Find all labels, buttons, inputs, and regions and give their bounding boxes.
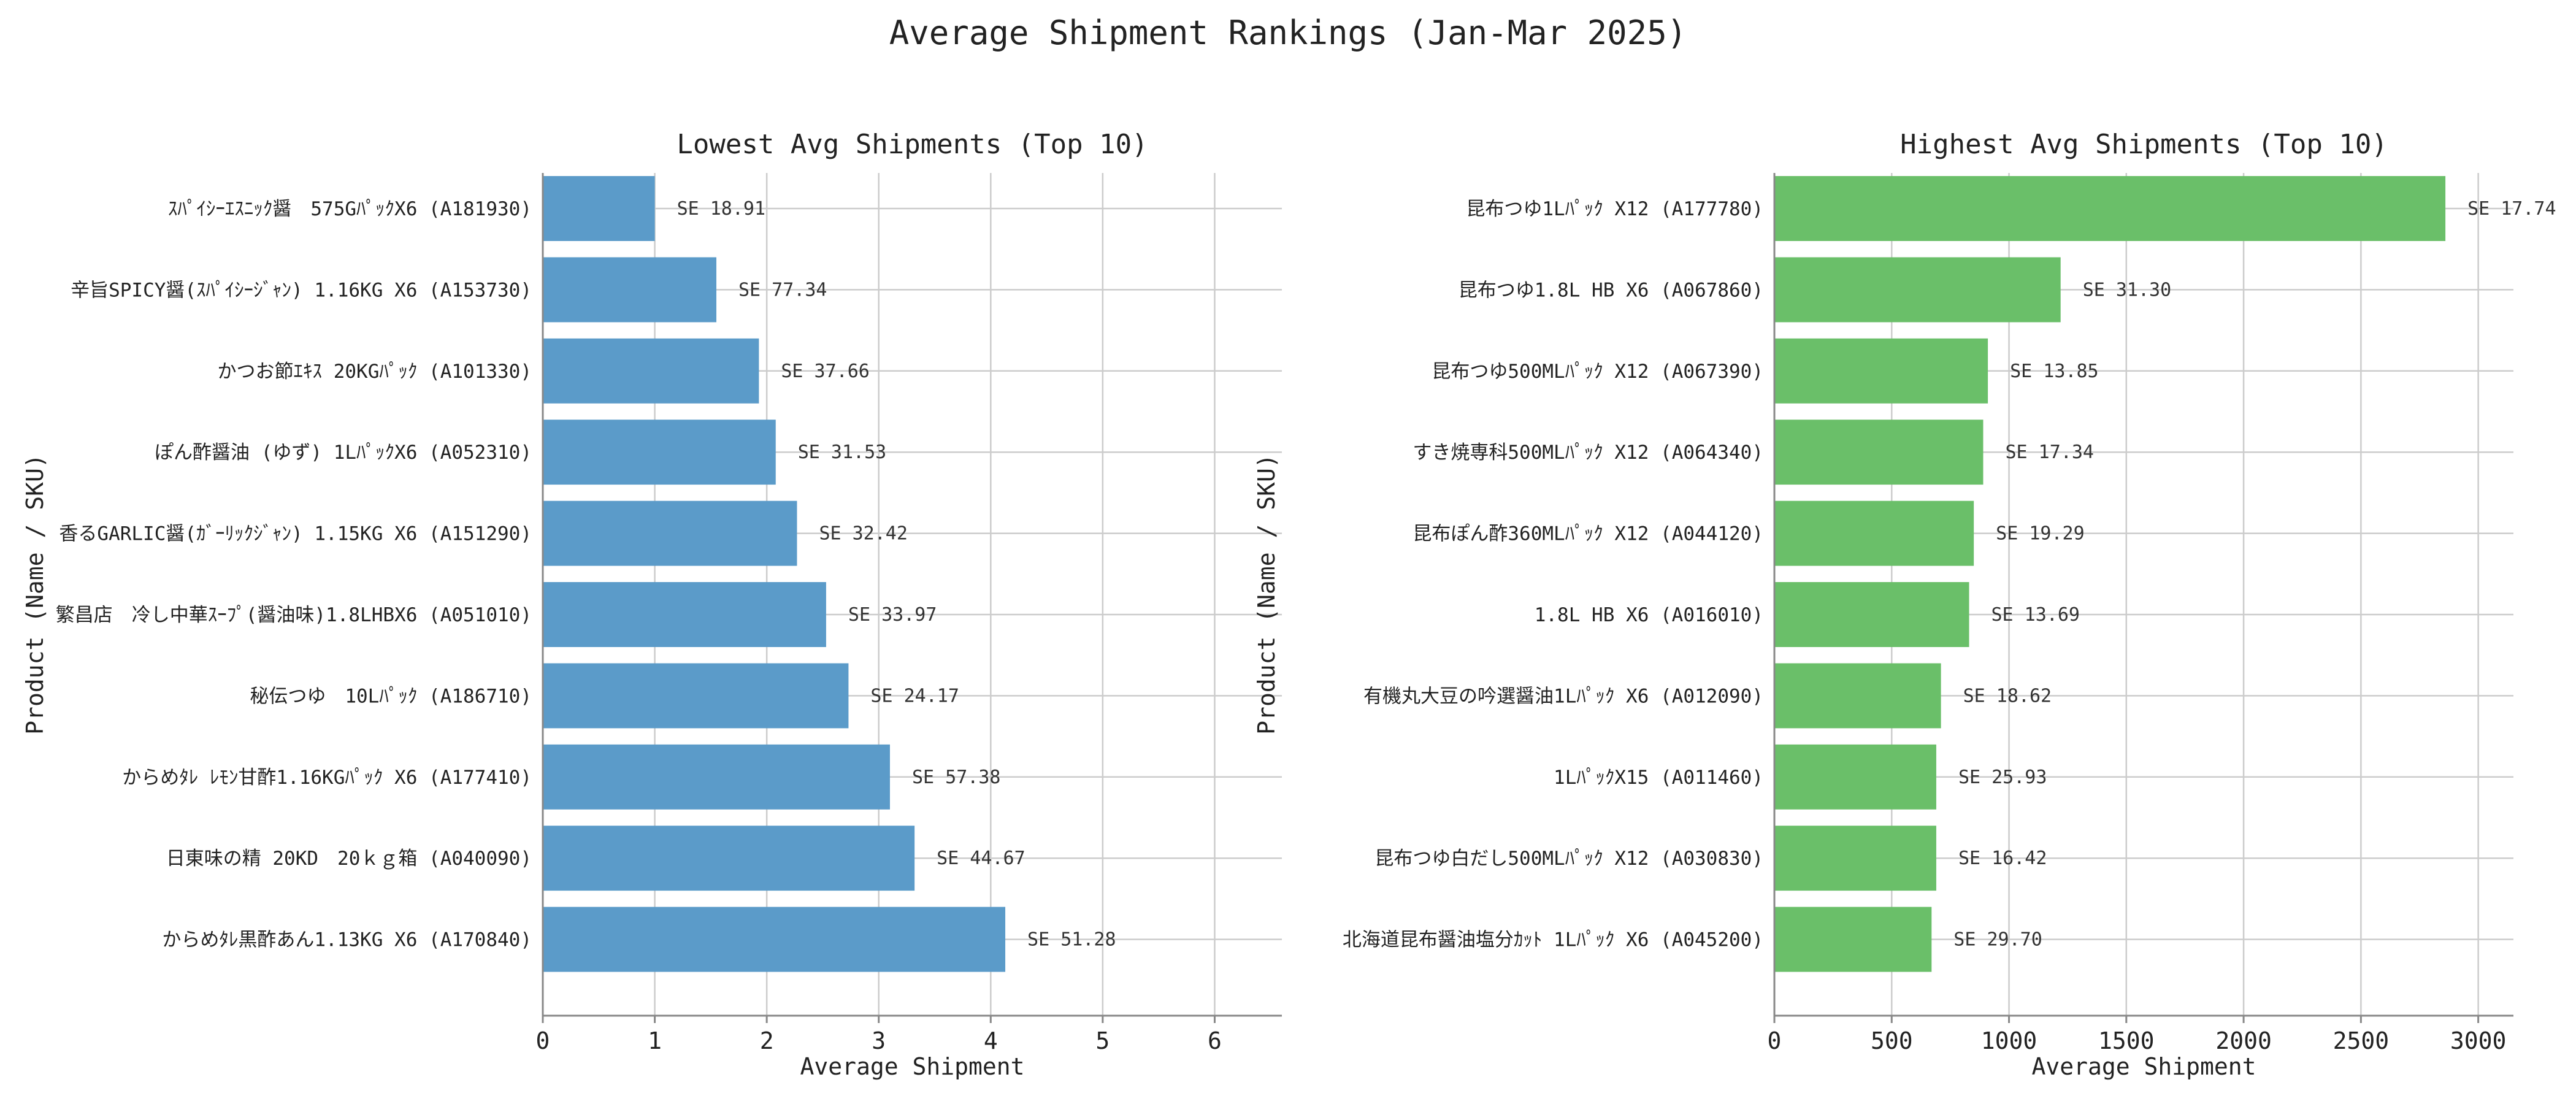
figure-title: Average Shipment Rankings (Jan-Mar 2025) (889, 13, 1687, 52)
highest-bar (1774, 744, 1936, 810)
highest-se-label: SE 17.34 (2005, 442, 2094, 463)
lowest-x-tick-label: 5 (1095, 1027, 1110, 1054)
highest-x-axis-label: Average Shipment (2031, 1053, 2256, 1080)
lowest-bar (543, 338, 759, 404)
highest-category-label: 北海道昆布醤油塩分ｶｯﾄ 1Lﾊﾟｯｸ X6 (A045200) (1343, 929, 1763, 951)
highest-bar (1774, 420, 1984, 485)
highest-chart-title: Highest Avg Shipments (Top 10) (1900, 129, 2388, 160)
lowest-y-axis-label: Product (Name / SKU) (21, 454, 48, 735)
lowest-bar (543, 907, 1006, 972)
lowest-se-label: SE 44.67 (937, 848, 1025, 869)
highest-category-label: すき焼専科500MLﾊﾟｯｸ X12 (A064340) (1413, 442, 1763, 464)
lowest-bar (543, 582, 826, 647)
lowest-avg-shipments-panel: SE 18.91 ｽﾊﾟｲｼｰｴｽﾆｯｸ醤 575GﾊﾟｯｸX6 (A181930… (21, 129, 1282, 1080)
highest-bar (1774, 176, 2446, 241)
highest-y-axis-label: Product (Name / SKU) (1253, 454, 1280, 735)
lowest-se-label: SE 18.91 (677, 198, 766, 220)
lowest-se-label: SE 32.42 (819, 523, 908, 545)
lowest-category-label: からめﾀﾚ ﾚﾓﾝ甘酢1.16KGﾊﾟｯｸ X6 (A177410) (122, 767, 532, 789)
highest-se-label: SE 17.74 (2467, 198, 2556, 220)
lowest-category-label: 辛旨SPICY醤(ｽﾊﾟｲｼｰｼﾞｬﾝ) 1.16KG X6 (A153730) (71, 279, 532, 301)
lowest-se-label: SE 51.28 (1027, 929, 1116, 951)
highest-category-label: 1LﾊﾟｯｸX15 (A011460) (1554, 767, 1763, 789)
highest-x-tick-label: 3000 (2450, 1027, 2507, 1054)
lowest-category-label: ぽん酢醤油 (ゆず) 1LﾊﾟｯｸX6 (A052310) (155, 442, 532, 464)
highest-bar (1774, 257, 2061, 323)
lowest-se-label: SE 24.17 (870, 685, 959, 707)
highest-x-tick-label: 0 (1768, 1027, 1782, 1054)
lowest-bar (543, 500, 797, 566)
highest-se-label: SE 19.29 (1996, 523, 2085, 545)
highest-category-label: 昆布ぽん酢360MLﾊﾟｯｸ X12 (A044120) (1413, 523, 1763, 545)
lowest-x-tick-label: 3 (872, 1027, 886, 1054)
highest-se-label: SE 18.62 (1963, 685, 2052, 707)
lowest-bar (543, 420, 776, 485)
highest-category-label: 昆布つゆ500MLﾊﾟｯｸ X12 (A067390) (1432, 361, 1763, 383)
highest-x-tick-label: 2500 (2333, 1027, 2390, 1054)
lowest-bar (543, 176, 655, 241)
highest-category-label: 昆布つゆ白だし500MLﾊﾟｯｸ X12 (A030830) (1374, 848, 1763, 870)
highest-se-label: SE 16.42 (1958, 848, 2047, 869)
lowest-se-label: SE 77.34 (738, 279, 827, 301)
highest-x-tick-label: 1000 (1981, 1027, 2037, 1054)
highest-avg-shipments-panel: SE 17.74 昆布つゆ1Lﾊﾟｯｸ X12 (A177780) SE 31.30… (1253, 129, 2556, 1080)
highest-se-label: SE 13.69 (1991, 604, 2080, 626)
highest-category-label: 昆布つゆ1.8L HB X6 (A067860) (1459, 279, 1763, 301)
highest-bar (1774, 663, 1941, 729)
highest-category-label: 昆布つゆ1Lﾊﾟｯｸ X12 (A177780) (1466, 198, 1763, 220)
lowest-category-label: 繁昌店 冷し中華ｽｰﾌﾟ(醤油味)1.8LHBX6 (A051010) (56, 604, 532, 626)
highest-category-label: 有機丸大豆の吟選醤油1Lﾊﾟｯｸ X6 (A012090) (1363, 685, 1763, 707)
lowest-se-label: SE 37.66 (781, 361, 870, 382)
highest-x-tick-label: 500 (1871, 1027, 1913, 1054)
lowest-x-tick-label: 4 (984, 1027, 998, 1054)
lowest-category-label: からめﾀﾚ黒酢あん1.13KG X6 (A170840) (162, 929, 532, 951)
lowest-bar (543, 663, 849, 729)
lowest-x-tick-label: 0 (536, 1027, 550, 1054)
lowest-category-label: ｽﾊﾟｲｼｰｴｽﾆｯｸ醤 575GﾊﾟｯｸX6 (A181930) (168, 198, 532, 220)
lowest-category-label: かつお節ｴｷｽ 20KGﾊﾟｯｸ (A101330) (218, 361, 532, 383)
lowest-se-label: SE 57.38 (912, 767, 1001, 788)
highest-bar (1774, 338, 1988, 404)
lowest-bar (543, 744, 890, 810)
lowest-se-label: SE 33.97 (848, 604, 937, 626)
lowest-chart-title: Lowest Avg Shipments (Top 10) (677, 129, 1148, 160)
highest-bar (1774, 582, 1969, 647)
lowest-category-label: 香るGARLIC醤(ｶﾞｰﾘｯｸｼﾞｬﾝ) 1.15KG X6 (A151290… (59, 523, 532, 545)
lowest-x-tick-label: 1 (648, 1027, 662, 1054)
lowest-bar (543, 257, 716, 323)
lowest-x-axis-label: Average Shipment (800, 1053, 1024, 1080)
lowest-category-label: 秘伝つゆ 10Lﾊﾟｯｸ (A186710) (250, 685, 532, 707)
highest-se-label: SE 25.93 (1958, 767, 2047, 788)
highest-bar (1774, 826, 1936, 891)
highest-x-tick-label: 2000 (2215, 1027, 2272, 1054)
highest-x-tick-label: 1500 (2098, 1027, 2155, 1054)
lowest-x-tick-label: 2 (760, 1027, 774, 1054)
lowest-x-tick-label: 6 (1208, 1027, 1222, 1054)
highest-se-label: SE 13.85 (2010, 361, 2099, 382)
highest-se-label: SE 31.30 (2083, 279, 2172, 301)
highest-se-label: SE 29.70 (1953, 929, 2042, 951)
lowest-bar (543, 826, 915, 891)
highest-bar (1774, 907, 1932, 972)
highest-bar (1774, 500, 1974, 566)
highest-category-label: 1.8L HB X6 (A016010) (1535, 604, 1763, 626)
lowest-se-label: SE 31.53 (798, 442, 887, 463)
lowest-category-label: 日東味の精 20KD 20ｋｇ箱 (A040090) (166, 848, 532, 870)
